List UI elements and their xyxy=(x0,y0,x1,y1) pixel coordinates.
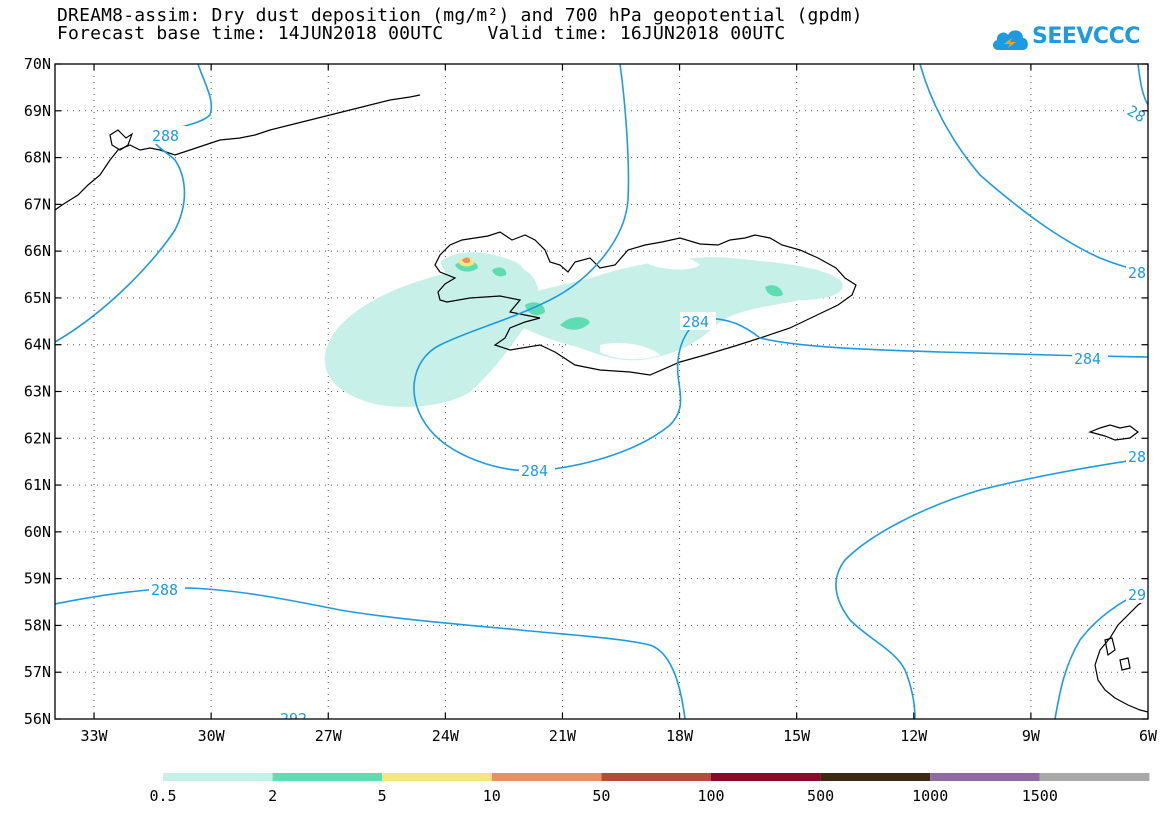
lat-tick-label: 57N xyxy=(24,663,51,681)
lat-tick-label: 68N xyxy=(24,149,51,167)
cloud-icon xyxy=(992,30,1028,50)
legend-swatch xyxy=(163,773,273,781)
lat-tick-label: 62N xyxy=(24,429,51,447)
coastline-iceland xyxy=(434,231,857,376)
lat-tick-label: 61N xyxy=(24,476,51,494)
forecast-times: Forecast base time: 14JUN2018 00UTC Vali… xyxy=(57,23,786,44)
lon-tick-label: 18W xyxy=(666,727,694,745)
lat-tick-label: 60N xyxy=(24,523,51,541)
contour-label: 284 xyxy=(1074,350,1101,368)
contour-label: 288 xyxy=(151,581,178,599)
lon-tick-label: 9W xyxy=(1022,727,1041,745)
seevccc-logo: SEEVCCC xyxy=(990,20,1140,60)
lat-tick-label: 65N xyxy=(24,289,51,307)
legend-label: 5 xyxy=(378,787,387,805)
legend-label: 10 xyxy=(483,787,501,805)
legend-swatch xyxy=(820,773,931,781)
contour-label: 292 xyxy=(280,710,307,728)
legend-swatch xyxy=(272,773,383,781)
legend-label: 1000 xyxy=(912,787,948,805)
dust-area-medium-3 xyxy=(765,285,783,297)
coastlines xyxy=(55,94,1148,713)
contour-284-iceland-loop xyxy=(413,64,1148,472)
lat-tick-label: 56N xyxy=(24,710,51,728)
coastline-faroe xyxy=(1088,424,1139,441)
lon-tick-label: 15W xyxy=(783,727,811,745)
lon-tick-label: 30W xyxy=(198,727,226,745)
legend-swatch xyxy=(601,773,711,781)
dust-area-medium-5 xyxy=(492,267,507,277)
contour-28x-northeast xyxy=(919,64,1148,273)
lon-tick-label: 24W xyxy=(432,727,460,745)
lon-tick-label: 33W xyxy=(80,727,108,745)
contour-28x-northeast-edge xyxy=(1137,64,1148,106)
contour-label: 28 xyxy=(1128,264,1146,282)
dust-area-medium-1 xyxy=(560,317,590,330)
legend-label: 0.5 xyxy=(149,787,176,805)
coastline-greenland-islands xyxy=(109,129,134,151)
contour-label: 288 xyxy=(152,127,179,145)
legend-label: 100 xyxy=(697,787,724,805)
contour-288-northwest xyxy=(55,64,213,343)
legend-label: 500 xyxy=(807,787,834,805)
lat-tick-label: 58N xyxy=(24,616,51,634)
contour-labels: 288 288 284 284 284 292 28 28 28 29 xyxy=(149,102,1148,728)
lon-tick-label: 21W xyxy=(549,727,577,745)
contour-label: 284 xyxy=(521,462,548,480)
legend-label: 2 xyxy=(268,787,277,805)
legend-swatch xyxy=(382,773,492,781)
lat-tick-label: 70N xyxy=(24,55,51,73)
legend-swatch xyxy=(491,773,602,781)
contour-288-south xyxy=(55,587,686,719)
logo-text: SEEVCCC xyxy=(1032,24,1140,49)
contour-284-southeast xyxy=(835,457,1148,719)
dust-area-light-west xyxy=(324,265,539,407)
dust-area-higher xyxy=(462,257,471,264)
lat-tick-label: 59N xyxy=(24,570,51,588)
legend-swatch xyxy=(1039,773,1150,781)
lat-tick-label: 67N xyxy=(24,195,51,213)
legend-label: 1500 xyxy=(1022,787,1058,805)
lon-tick-label: 6W xyxy=(1139,727,1158,745)
lat-tick-label: 63N xyxy=(24,383,51,401)
lon-tick-label: 27W xyxy=(315,727,343,745)
contour-label: 28 xyxy=(1128,448,1146,466)
colour-legend: 0.5 2 5 10 50 100 500 1000 1500 xyxy=(149,773,1150,805)
lat-tick-label: 69N xyxy=(24,102,51,120)
legend-swatch xyxy=(711,773,821,781)
dust-deposition-shading xyxy=(324,252,843,407)
legend-swatch xyxy=(930,773,1040,781)
map-title: DREAM8-assim: Dry dust deposition (mg/m²… xyxy=(57,5,863,26)
legend-label: 50 xyxy=(592,787,610,805)
dust-area-light-nw xyxy=(440,252,525,288)
lat-tick-label: 66N xyxy=(24,242,51,260)
coastline-greenland xyxy=(55,94,421,211)
coastline-scotland xyxy=(1094,597,1148,713)
dust-area-light-east xyxy=(510,257,843,361)
map-axes: 33W 30W 27W 24W 21W 18W 15W 12W 9W 6W 70N 69N 68N 67N… xyxy=(24,55,1158,745)
coastline-hebrides xyxy=(1104,637,1131,671)
lon-tick-label: 12W xyxy=(900,727,928,745)
contour-29x-southeast xyxy=(1054,589,1148,719)
contour-label: 29 xyxy=(1128,586,1146,604)
contour-label: 284 xyxy=(682,313,709,331)
lat-tick-label: 64N xyxy=(24,336,51,354)
graticule xyxy=(55,64,1148,719)
